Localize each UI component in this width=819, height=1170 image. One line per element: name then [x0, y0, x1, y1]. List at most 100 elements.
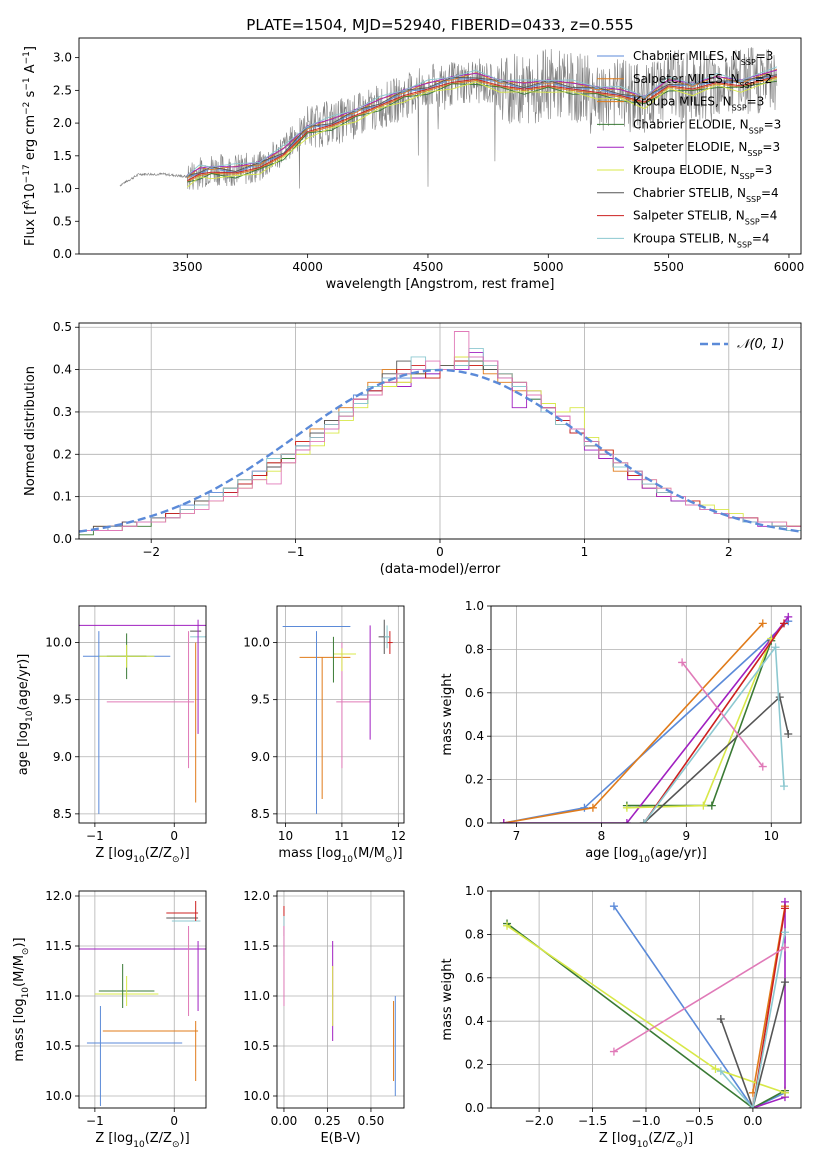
mass-weight-line-3: [503, 616, 789, 823]
mass-vs-metallicity-panel: −1 010.010.511.011.512.0Z [log10(Z/Z⊙)]ma…: [12, 889, 207, 1150]
y-tick-label: 10.5: [45, 1039, 72, 1053]
legend-sub: SSP: [747, 149, 762, 158]
x-tick-label: 3500: [172, 260, 203, 274]
label-part: (Z/Z: [145, 1131, 172, 1146]
mass-weight-marker-5: [780, 978, 789, 987]
mass-weight-marker-7: [771, 643, 780, 652]
y-axis-label: age [log10(age/yr)]: [16, 654, 35, 776]
x-tick-label: 12: [391, 829, 406, 843]
plot-area: [503, 897, 789, 1108]
mass-weight-line-8: [681, 661, 764, 768]
x-axis-label: E(B-V): [320, 1131, 360, 1146]
x-tick-label: 10: [278, 829, 293, 843]
y-tick-label: 9.5: [251, 693, 270, 707]
model-line-5: [187, 78, 778, 188]
x-tick-label: −1.5: [578, 1114, 607, 1128]
y-tick-label: 1.0: [53, 182, 72, 196]
legend-text: =3: [762, 140, 780, 154]
legend-sub: SSP: [746, 194, 761, 203]
legend-text: Kroupa STELIB, N: [633, 231, 737, 245]
y-tick-label: 0.3: [53, 405, 72, 419]
plot-area: [283, 906, 396, 1096]
label-part: age [log: [16, 722, 31, 775]
plot-area: [79, 619, 206, 814]
y-tick-label: 3.0: [53, 51, 72, 65]
y-axis-label: mass [log10(M/M⊙)]: [12, 937, 31, 1061]
model-line-8: [187, 66, 778, 176]
label-part: )]: [683, 1131, 693, 1146]
label-part: mass [log: [12, 998, 27, 1061]
y-axis-label: mass weight: [440, 673, 455, 755]
x-tick-label: −1: [86, 1114, 104, 1128]
axes-frame: [78, 605, 207, 824]
label-part: erg cm: [23, 115, 38, 164]
legend-sub: SSP: [737, 240, 752, 249]
legend-label-2: Kroupa MILES, NSSP=3: [633, 95, 764, 113]
label-part: 10: [342, 855, 354, 865]
y-tick-label: 0.0: [53, 247, 72, 261]
mass-weight-line-4: [626, 638, 773, 809]
y-tick-label: 9.0: [251, 750, 270, 764]
x-axis-label: Z [log10(Z/Z⊙)]: [599, 1131, 693, 1150]
legend-text: Salpeter STELIB, N: [633, 209, 745, 223]
mass-weight-line-8: [613, 946, 786, 1053]
x-tick-label: 5000: [533, 260, 564, 274]
mass-weight-line-5: [643, 695, 790, 823]
axes-frame: [490, 890, 802, 1109]
mass-weight-marker-6: [780, 619, 789, 628]
y-tick-label: 0.4: [53, 363, 72, 377]
mass-weight-marker-5: [716, 1015, 725, 1024]
y-tick-label: 11.0: [45, 989, 72, 1003]
y-tick-label: 12.0: [45, 889, 72, 903]
label-part: Z [log: [95, 846, 133, 861]
mass-weight-marker-4: [699, 801, 708, 810]
mass-weight-marker-6: [780, 904, 789, 913]
legend-text: =4: [760, 209, 778, 223]
legend-text: =4: [752, 231, 770, 245]
y-tick-label: 10.5: [243, 1039, 270, 1053]
x-tick-label: −1.0: [631, 1114, 660, 1128]
y-tick-label: 0.4: [465, 1014, 484, 1028]
mass-weight-marker-1: [758, 619, 767, 628]
y-tick-label: 0.6: [465, 971, 484, 985]
model-line-6: [187, 74, 777, 176]
label-part: ⊙: [21, 948, 31, 956]
label-part: Z [log: [599, 1131, 637, 1146]
mass-weight-marker-4: [622, 803, 631, 812]
label-part: s: [23, 90, 38, 101]
figure-title: PLATE=1504, MJD=52940, FIBERID=0433, z=0…: [246, 16, 633, 34]
legend-text: =3: [764, 117, 782, 131]
label-part: 10: [638, 855, 650, 865]
y-tick-label: 11.0: [243, 989, 270, 1003]
y-tick-label: 0.8: [465, 927, 484, 941]
x-tick-label: 8: [598, 829, 606, 843]
mass-weight-marker-5: [784, 730, 793, 739]
y-axis-label: mass weight: [440, 958, 455, 1040]
x-tick-label: 6000: [774, 260, 805, 274]
y-tick-label: 0.0: [465, 816, 484, 830]
x-tick-label: 0.00: [271, 1114, 298, 1128]
legend-sub: SSP: [745, 217, 760, 226]
label-part: −1: [22, 77, 32, 90]
y-tick-label: 0.2: [465, 773, 484, 787]
mass-weight-line-2: [506, 922, 786, 1108]
mass-weight-marker-7: [716, 1067, 725, 1076]
model-line-3: [187, 80, 777, 183]
y-tick-label: 2.5: [53, 83, 72, 97]
y-tick-label: 0.0: [465, 1101, 484, 1115]
legend-sub: SSP: [740, 172, 755, 181]
mass-weight-marker-0: [609, 902, 618, 911]
x-axis-label: wavelength [Angstrom, rest frame]: [326, 277, 555, 292]
mass-weight-marker-7: [748, 1104, 757, 1108]
axes-frame: [276, 890, 405, 1109]
label-part: ⊙: [385, 855, 393, 865]
mass-weight-line-7: [720, 932, 786, 1108]
mass-weight-marker-3: [622, 819, 631, 823]
mass-weight-line-5: [720, 981, 786, 1108]
plot-area: [282, 619, 393, 814]
x-tick-label: 0: [436, 545, 444, 559]
legend-text: =3: [756, 49, 774, 63]
mass-weight-line-0: [503, 620, 789, 823]
